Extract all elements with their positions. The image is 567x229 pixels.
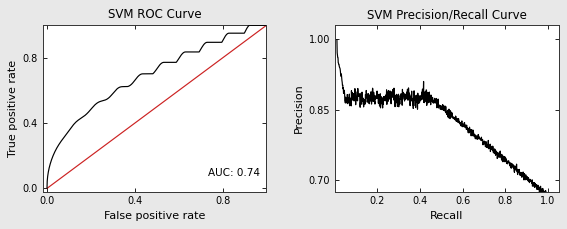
Text: AUC: 0.74: AUC: 0.74: [208, 168, 260, 178]
Title: SVM Precision/Recall Curve: SVM Precision/Recall Curve: [367, 8, 527, 21]
Y-axis label: True positive rate: True positive rate: [9, 60, 18, 157]
X-axis label: False positive rate: False positive rate: [104, 211, 205, 221]
Y-axis label: Precision: Precision: [294, 84, 304, 133]
X-axis label: Recall: Recall: [430, 211, 463, 221]
Title: SVM ROC Curve: SVM ROC Curve: [108, 8, 201, 21]
